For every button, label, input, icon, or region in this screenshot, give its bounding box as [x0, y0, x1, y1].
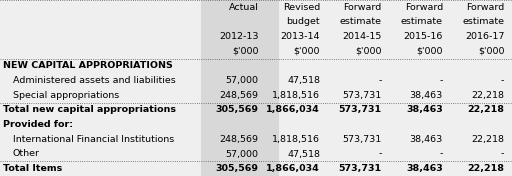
Text: Actual: Actual [229, 3, 259, 12]
Text: 2012-13: 2012-13 [219, 32, 259, 41]
Text: $'000: $'000 [478, 47, 504, 56]
Text: Forward: Forward [343, 3, 381, 12]
Text: Total new capital appropriations: Total new capital appropriations [3, 105, 176, 115]
Text: 1,818,516: 1,818,516 [272, 91, 320, 100]
Text: 2015-16: 2015-16 [403, 32, 443, 41]
Text: estimate: estimate [401, 17, 443, 27]
Text: $'000: $'000 [355, 47, 381, 56]
Text: $'000: $'000 [416, 47, 443, 56]
Text: 57,000: 57,000 [226, 76, 259, 85]
Text: International Financial Institutions: International Financial Institutions [13, 135, 174, 144]
Text: 248,569: 248,569 [220, 91, 259, 100]
Text: 38,463: 38,463 [406, 164, 443, 173]
Text: 47,518: 47,518 [287, 76, 320, 85]
Text: 248,569: 248,569 [220, 135, 259, 144]
Text: 1,866,034: 1,866,034 [266, 105, 320, 115]
Text: -: - [501, 76, 504, 85]
Text: 1,866,034: 1,866,034 [266, 164, 320, 173]
Text: Provided for:: Provided for: [3, 120, 73, 129]
Text: Administered assets and liabilities: Administered assets and liabilities [13, 76, 176, 85]
Text: 305,569: 305,569 [216, 164, 259, 173]
Text: 47,518: 47,518 [287, 149, 320, 159]
Text: estimate: estimate [339, 17, 381, 27]
Text: -: - [501, 149, 504, 159]
Text: $'000: $'000 [232, 47, 259, 56]
Text: 573,731: 573,731 [338, 164, 381, 173]
Text: Special appropriations: Special appropriations [13, 91, 119, 100]
Text: NEW CAPITAL APPROPRIATIONS: NEW CAPITAL APPROPRIATIONS [3, 61, 173, 71]
Text: 22,218: 22,218 [467, 105, 504, 115]
Text: estimate: estimate [462, 17, 504, 27]
Text: budget: budget [286, 17, 320, 27]
Text: 38,463: 38,463 [410, 91, 443, 100]
Text: 1,818,516: 1,818,516 [272, 135, 320, 144]
Text: 573,731: 573,731 [338, 105, 381, 115]
Text: 573,731: 573,731 [342, 91, 381, 100]
Text: 22,218: 22,218 [467, 164, 504, 173]
Text: 22,218: 22,218 [472, 135, 504, 144]
Text: $'000: $'000 [293, 47, 320, 56]
Text: -: - [439, 76, 443, 85]
Text: Forward: Forward [404, 3, 443, 12]
Text: -: - [378, 76, 381, 85]
Text: 38,463: 38,463 [410, 135, 443, 144]
Text: Total Items: Total Items [3, 164, 62, 173]
Text: Revised: Revised [283, 3, 320, 12]
Text: 22,218: 22,218 [472, 91, 504, 100]
Text: -: - [439, 149, 443, 159]
Text: 57,000: 57,000 [226, 149, 259, 159]
Text: 2013-14: 2013-14 [281, 32, 320, 41]
Text: 2016-17: 2016-17 [465, 32, 504, 41]
Text: 38,463: 38,463 [406, 105, 443, 115]
Text: 2014-15: 2014-15 [342, 32, 381, 41]
Text: Other: Other [13, 149, 40, 159]
Text: 305,569: 305,569 [216, 105, 259, 115]
Text: 573,731: 573,731 [342, 135, 381, 144]
Text: Forward: Forward [466, 3, 504, 12]
Bar [201, 0, 279, 176]
Text: -: - [378, 149, 381, 159]
